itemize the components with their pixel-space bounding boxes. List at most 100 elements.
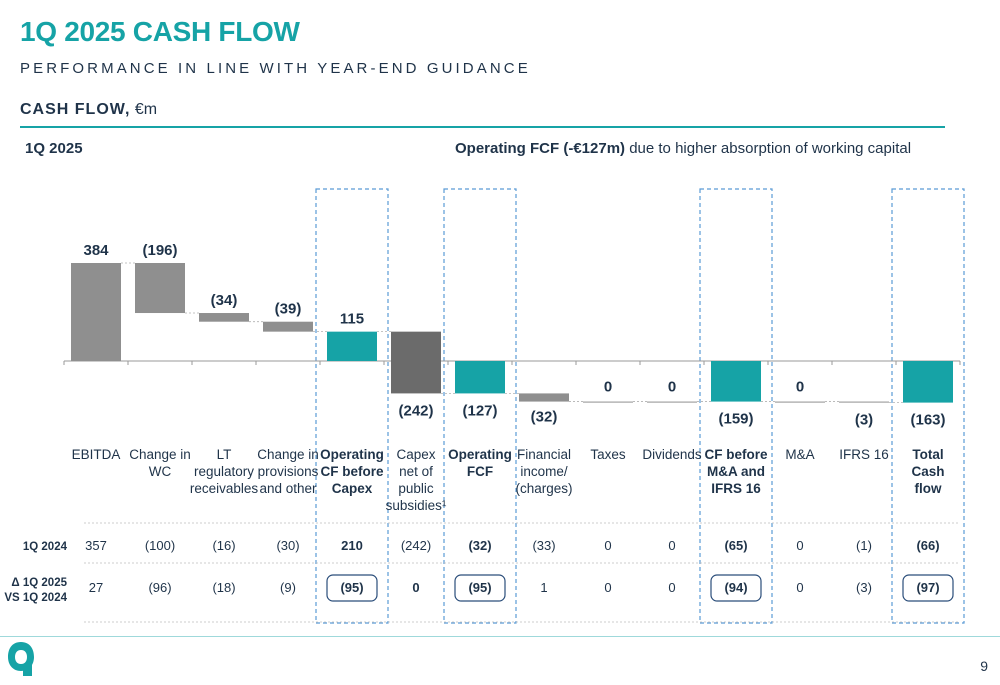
category-label: Capex (396, 447, 435, 462)
category-label: Operating (320, 447, 384, 462)
company-logo (8, 642, 34, 676)
category-label: LT (217, 447, 232, 462)
category-label: subsidies¹ (386, 498, 447, 513)
table-cell: (3) (856, 580, 872, 595)
section-unit: €m (130, 101, 158, 118)
table-row-label: Δ 1Q 2025 (11, 577, 67, 589)
data-label: (196) (142, 242, 177, 259)
table-cell: (16) (212, 538, 235, 553)
table-cell: (1) (856, 538, 872, 553)
data-label: (159) (718, 411, 753, 428)
data-label: 115 (340, 311, 364, 328)
table-cell: (97) (916, 580, 939, 595)
waterfall-bar (711, 361, 761, 402)
table-cell: 0 (668, 538, 675, 553)
category-label: public (398, 481, 434, 496)
table-cell: (95) (468, 580, 491, 595)
category-label: regulatory (194, 464, 254, 479)
data-label: (32) (531, 409, 558, 426)
category-label: Capex (332, 481, 373, 496)
data-label: 0 (604, 379, 612, 396)
data-label: (163) (910, 412, 945, 429)
table-cell: (100) (145, 538, 175, 553)
data-label: 0 (796, 379, 804, 396)
delta-highlight-badge (454, 574, 506, 602)
table-cell: 357 (85, 538, 107, 553)
waterfall-bar (647, 401, 697, 403)
table-cell: (242) (401, 538, 431, 553)
highlight-box (891, 188, 965, 624)
table-cell: (18) (212, 580, 235, 595)
page-title: 1Q 2025 CASH FLOW (20, 16, 300, 47)
category-label: IFRS 16 (839, 447, 889, 462)
headline-bold: Operating FCF (-€127m) (455, 140, 626, 157)
category-label: EBITDA (72, 447, 121, 462)
category-label: receivables (190, 481, 259, 496)
highlight-box (315, 188, 389, 624)
data-label: (39) (275, 301, 302, 318)
table-cell: 27 (89, 580, 103, 595)
data-label: 0 (668, 379, 676, 396)
page-number: 9 (980, 658, 988, 674)
highlight-box (699, 188, 773, 624)
waterfall-bar (903, 361, 953, 403)
waterfall-bar (263, 321, 313, 332)
waterfall-bar (135, 263, 185, 314)
section-divider (20, 126, 945, 128)
category-label: IFRS 16 (711, 481, 761, 496)
category-label: net of (399, 464, 433, 479)
table-cell: 0 (604, 538, 611, 553)
category-label: Cash (911, 464, 944, 479)
section-title: CASH FLOW, €m (20, 101, 157, 119)
category-label: Change in (257, 447, 319, 462)
delta-highlight-badge (710, 574, 762, 602)
table-cell: (94) (724, 580, 747, 595)
category-label: Change in (129, 447, 191, 462)
table-cell: (95) (340, 580, 363, 595)
category-label: Taxes (590, 447, 626, 462)
category-label: M&A (785, 447, 814, 462)
delta-highlight-badge (326, 574, 378, 602)
table-row-label: 1Q 2024 (23, 541, 68, 553)
data-label: (242) (398, 402, 433, 419)
footer-divider (0, 636, 1000, 637)
headline-note: Operating FCF (-€127m) due to higher abs… (455, 140, 911, 157)
category-label: flow (915, 481, 942, 496)
category-label: and other (259, 481, 317, 496)
waterfall-bar (455, 361, 505, 394)
table-cell: 0 (796, 580, 803, 595)
category-label: (charges) (515, 481, 572, 496)
table-cell: (9) (280, 580, 296, 595)
period-label: 1Q 2025 (25, 140, 83, 157)
waterfall-bar (839, 401, 889, 403)
waterfall-chart: 384 (196) (34) (39) 115 (242) (127) (32) 0 0 (159)… (4, 188, 965, 624)
category-label: Dividends (642, 447, 702, 462)
data-label: (127) (462, 402, 497, 419)
highlight-box (443, 188, 517, 624)
table-cell: (65) (724, 538, 747, 553)
table-row-label: VS 1Q 2024 (4, 592, 67, 604)
category-label: Financial (517, 447, 571, 462)
waterfall-bar (775, 401, 825, 403)
waterfall-bar (199, 313, 249, 322)
category-label: Total (912, 447, 943, 462)
table-cell: 0 (412, 580, 419, 595)
table-cell: 0 (668, 580, 675, 595)
category-label: FCF (467, 464, 493, 479)
waterfall-bar (519, 393, 569, 402)
table-cell: 210 (341, 538, 363, 553)
table-cell: (32) (468, 538, 491, 553)
table-cell: 1 (540, 580, 547, 595)
category-label: income/ (520, 464, 568, 479)
category-label: provisions (258, 464, 319, 479)
category-label: M&A and (707, 464, 765, 479)
waterfall-bar (71, 263, 121, 361)
section-title-bold: CASH FLOW, (20, 101, 131, 118)
data-label: 384 (83, 242, 109, 259)
data-label: (34) (211, 292, 238, 309)
category-label: CF before (704, 447, 767, 462)
table-cell: (30) (276, 538, 299, 553)
table-cell: 0 (796, 538, 803, 553)
delta-highlight-badge (902, 574, 954, 602)
page-subtitle: PERFORMANCE IN LINE WITH YEAR-END GUIDAN… (20, 60, 531, 77)
